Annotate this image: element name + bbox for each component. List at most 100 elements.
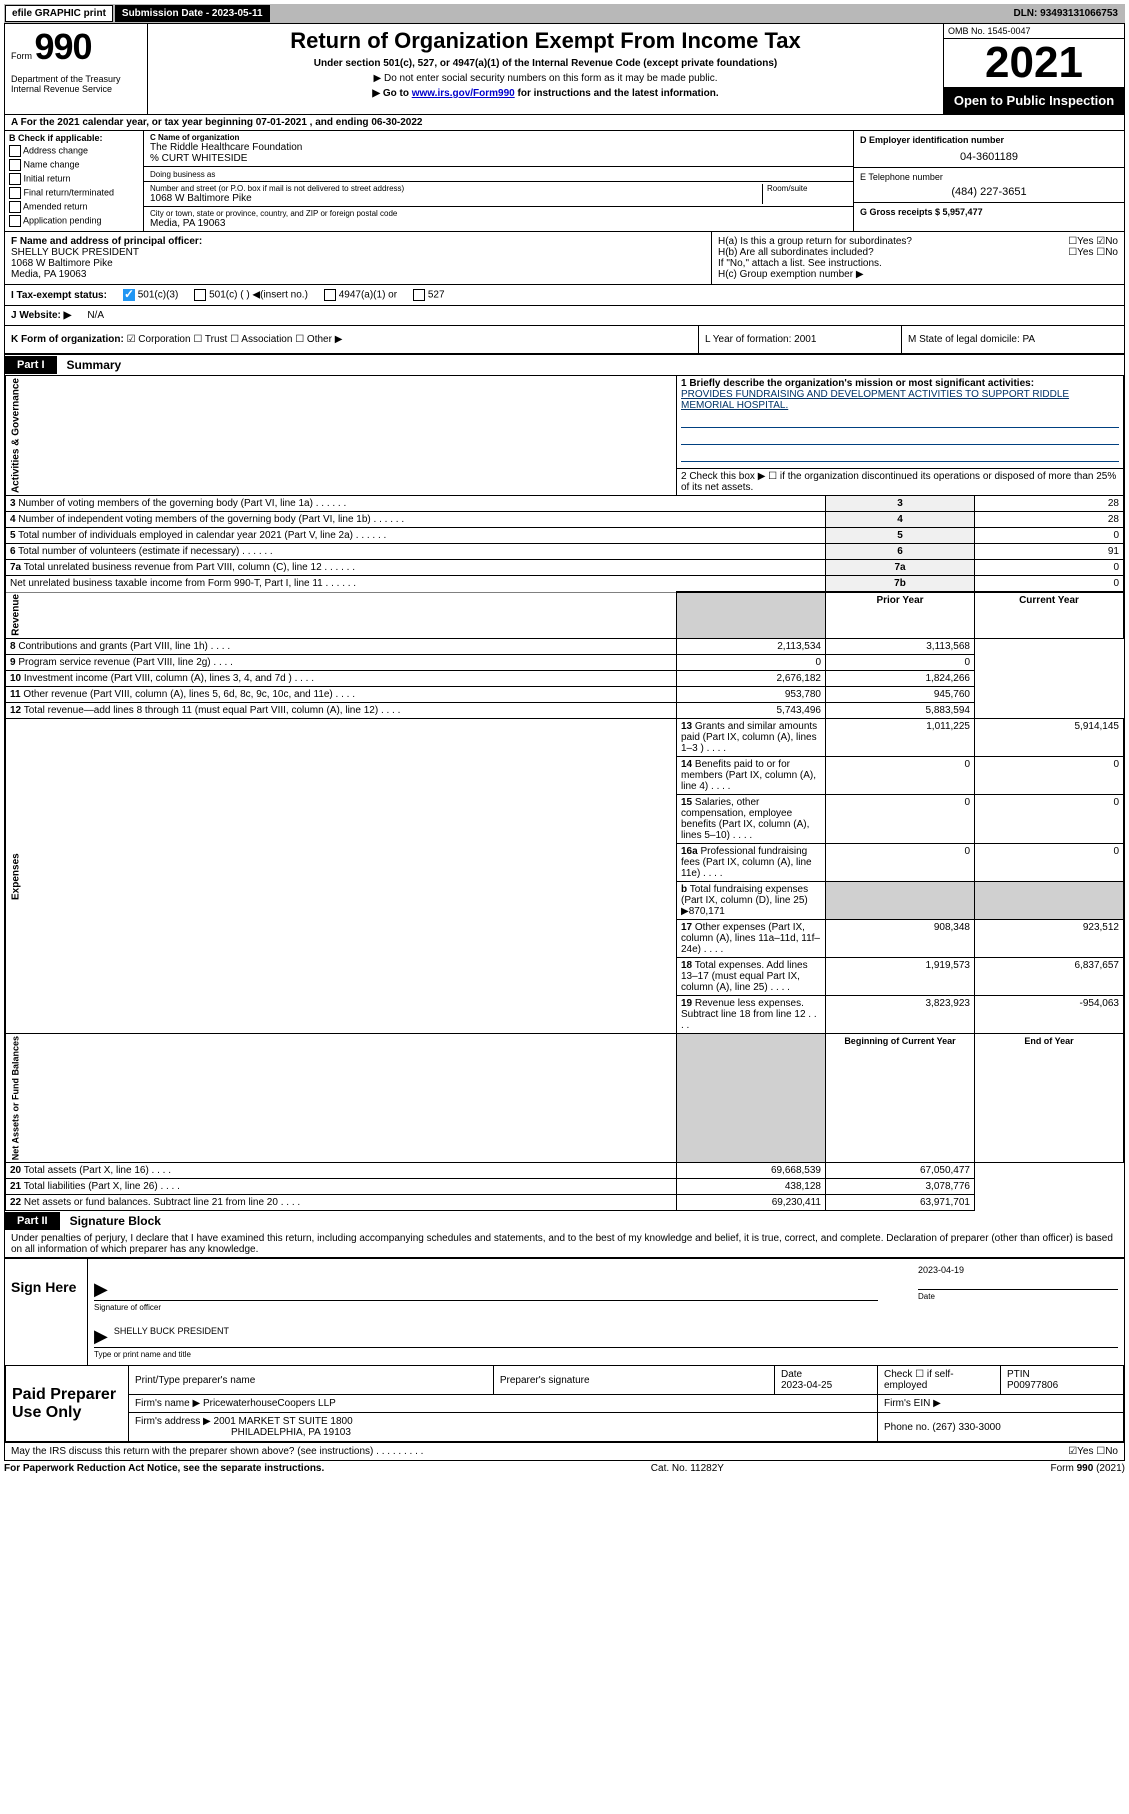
c-name-label: C Name of organization [150, 133, 847, 142]
mission-text: PROVIDES FUNDRAISING AND DEVELOPMENT ACT… [681, 389, 1119, 411]
sign-here-block: Sign Here ▶ Signature of officer 2023-04… [5, 1258, 1124, 1365]
rev-line-12: 12 Total revenue—add lines 8 through 11 … [6, 703, 1124, 719]
date-label: Date [918, 1292, 1118, 1301]
k-options[interactable]: ☑ Corporation ☐ Trust ☐ Association ☐ Ot… [127, 334, 343, 345]
g-gross-receipts: G Gross receipts $ 5,957,477 [860, 207, 1118, 217]
row-f-h: F Name and address of principal officer:… [5, 232, 1124, 285]
net-line-21: 21 Total liabilities (Part X, line 26) .… [6, 1179, 1124, 1195]
tax-year: 2021 [944, 39, 1124, 87]
gov-line-3: 3 Number of voting members of the govern… [6, 496, 1124, 512]
chk-4947[interactable] [324, 289, 336, 301]
block-b-to-g: B Check if applicable: Address change Na… [5, 131, 1124, 232]
rev-line-8: 8 Contributions and grants (Part VIII, l… [6, 639, 1124, 655]
e-phone-label: E Telephone number [860, 172, 1118, 182]
chk-address-change[interactable] [9, 145, 21, 157]
chk-initial-return[interactable] [9, 173, 21, 185]
gov-line-4: 4 Number of independent voting members o… [6, 512, 1124, 528]
irs-link[interactable]: www.irs.gov/Form990 [412, 88, 515, 99]
dba-label: Doing business as [150, 170, 215, 179]
city-state-zip: Media, PA 19063 [150, 218, 847, 229]
firm-ein: Firm's EIN ▶ [878, 1395, 1124, 1413]
sig-date: 2023-04-19 [918, 1265, 1118, 1275]
type-name-label: Type or print name and title [94, 1350, 1118, 1359]
prep-date: 2023-04-25 [781, 1380, 832, 1391]
gov-line-7a: 7a Total unrelated business revenue from… [6, 560, 1124, 576]
efile-print-button[interactable]: efile GRAPHIC print [5, 5, 113, 22]
footer-catno: Cat. No. 11282Y [651, 1463, 724, 1474]
officer-typed-name: SHELLY BUCK PRESIDENT [114, 1326, 229, 1347]
footer-paperwork: For Paperwork Reduction Act Notice, see … [4, 1463, 324, 1474]
ein: 04-3601189 [860, 151, 1118, 163]
sig-arrow-icon: ▶ [94, 1279, 108, 1300]
paid-preparer-label: Paid Preparer Use Only [6, 1366, 129, 1442]
website-value: N/A [87, 310, 104, 321]
part-ii-header: Part II Signature Block [5, 1211, 1124, 1231]
form-word: Form [11, 51, 32, 61]
side-netassets: Net Assets or Fund Balances [6, 1034, 677, 1163]
firm-addr2: PHILADELPHIA, PA 19103 [231, 1427, 351, 1438]
rev-line-10: 10 Investment income (Part VIII, column … [6, 671, 1124, 687]
street-address: 1068 W Baltimore Pike [150, 193, 762, 204]
may-irs-answer[interactable]: ☑Yes ☐No [1068, 1446, 1118, 1457]
phone: (484) 227-3651 [860, 186, 1118, 198]
omb-number: OMB No. 1545-0047 [944, 24, 1124, 39]
side-revenue: Revenue [6, 592, 677, 639]
officer-name: SHELLY BUCK PRESIDENT [11, 247, 705, 258]
hb-label: H(b) Are all subordinates included? [718, 247, 874, 258]
dept-treasury: Department of the Treasury Internal Reve… [11, 74, 141, 94]
chk-application-pending[interactable] [9, 215, 21, 227]
gov-line-6: 6 Total number of volunteers (estimate i… [6, 544, 1124, 560]
line-a-tax-year: A For the 2021 calendar year, or tax yea… [5, 115, 1124, 131]
l-year-formation: L Year of formation: 2001 [699, 326, 902, 353]
perjury-declaration: Under penalties of perjury, I declare th… [5, 1231, 1124, 1258]
open-to-public: Open to Public Inspection [944, 87, 1124, 114]
chk-501c[interactable] [194, 289, 206, 301]
hc-label: H(c) Group exemption number ▶ [718, 269, 1118, 280]
side-governance: Activities & Governance [6, 376, 677, 496]
net-line-22: 22 Net assets or fund balances. Subtract… [6, 1195, 1124, 1211]
firm-name: PricewaterhouseCoopers LLP [203, 1398, 336, 1409]
chk-amended-return[interactable] [9, 201, 21, 213]
org-name: The Riddle Healthcare Foundation [150, 142, 847, 153]
form-frame: Form 990 Department of the Treasury Inte… [4, 23, 1125, 1461]
f-label: F Name and address of principal officer: [11, 236, 705, 247]
care-of: % CURT WHITESIDE [150, 153, 847, 164]
paid-preparer-table: Paid Preparer Use Only Print/Type prepar… [5, 1365, 1124, 1442]
q1-label: 1 Briefly describe the organization's mi… [681, 378, 1119, 389]
sig-officer-label: Signature of officer [94, 1303, 878, 1312]
exp-line-13: Expenses13 Grants and similar amounts pa… [6, 719, 1124, 757]
firm-phone: Phone no. (267) 330-3000 [878, 1413, 1124, 1442]
form-title: Return of Organization Exempt From Incom… [156, 28, 935, 54]
col-current: Current Year [975, 592, 1124, 639]
col-prior: Prior Year [826, 592, 975, 639]
rev-line-11: 11 Other revenue (Part VIII, column (A),… [6, 687, 1124, 703]
section-b-checkboxes: B Check if applicable: Address change Na… [5, 131, 144, 231]
note-goto: ▶ Go to www.irs.gov/Form990 for instruct… [156, 88, 935, 99]
ptin: P00977806 [1007, 1380, 1058, 1391]
room-label: Room/suite [767, 184, 847, 193]
chk-501c3[interactable] [123, 289, 135, 301]
h-print: Print/Type preparer's name [129, 1366, 494, 1395]
may-irs-discuss: May the IRS discuss this return with the… [11, 1446, 373, 1457]
dln: DLN: 93493131066753 [1007, 6, 1124, 21]
footer-form: Form 990 (2021) [1051, 1463, 1125, 1474]
chk-527[interactable] [413, 289, 425, 301]
sig-arrow-icon-2: ▶ [94, 1326, 108, 1347]
col-end: End of Year [975, 1034, 1124, 1163]
net-line-20: 20 Total assets (Part X, line 16) . . . … [6, 1163, 1124, 1179]
chk-name-change[interactable] [9, 159, 21, 171]
row-i-tax-status: I Tax-exempt status: 501(c)(3) 501(c) ( … [5, 285, 1124, 306]
hb-answer[interactable]: ☐Yes ☐No [1068, 247, 1118, 258]
note-ssn: ▶ Do not enter social security numbers o… [156, 73, 935, 84]
part-i-header: Part I Summary [5, 355, 1124, 375]
h-sig: Preparer's signature [493, 1366, 774, 1395]
ha-label: H(a) Is this a group return for subordin… [718, 236, 912, 247]
form-subtitle: Under section 501(c), 527, or 4947(a)(1)… [156, 58, 935, 69]
form-header: Form 990 Department of the Treasury Inte… [5, 24, 1124, 115]
self-employed-check[interactable]: Check ☐ if self-employed [878, 1366, 1001, 1395]
ha-answer[interactable]: ☐Yes ☑No [1068, 236, 1118, 247]
rev-line-9: 9 Program service revenue (Part VIII, li… [6, 655, 1124, 671]
submission-date: Submission Date - 2023-05-11 [115, 5, 270, 22]
chk-final-return-terminated[interactable] [9, 187, 21, 199]
row-k-l-m: K Form of organization: ☑ Corporation ☐ … [5, 326, 1124, 355]
